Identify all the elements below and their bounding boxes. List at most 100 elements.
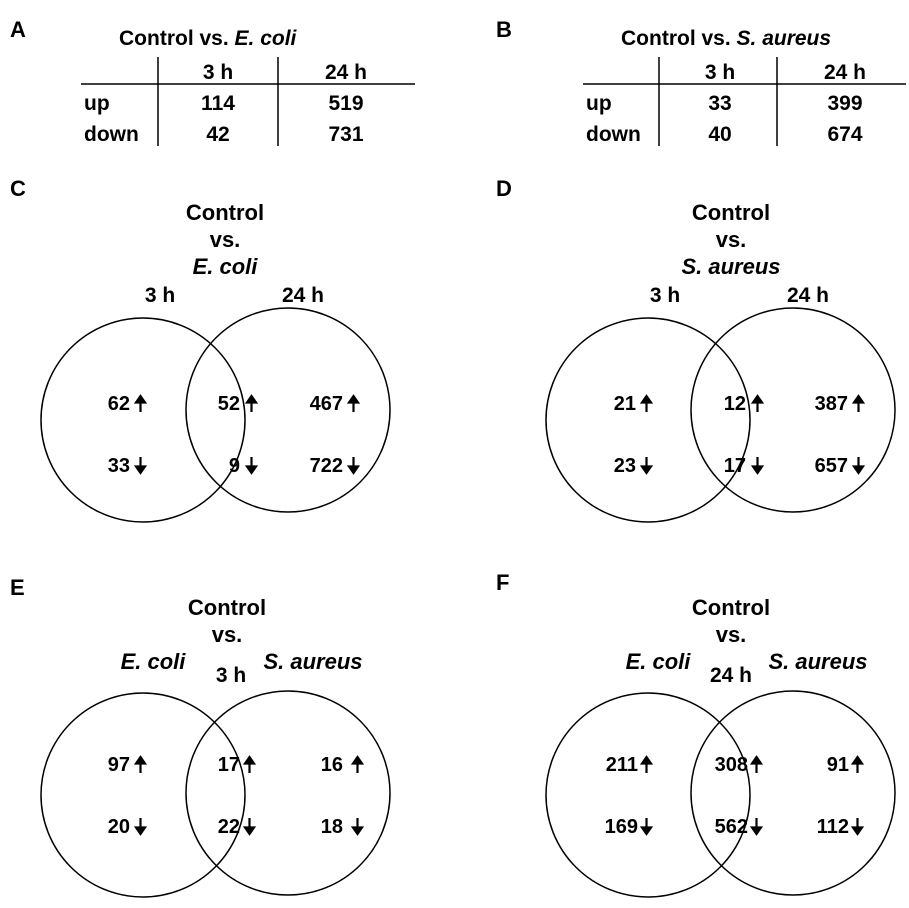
venn-title-line-2: vs. <box>212 622 243 647</box>
title-species: S. aureus <box>737 27 832 50</box>
row-label-up: up <box>84 92 110 115</box>
count-left-up: 97 <box>108 754 130 776</box>
up-arrow-icon <box>244 394 259 412</box>
venn-left-circle <box>545 692 751 898</box>
down-arrow-icon <box>639 818 654 836</box>
venn-title-species: E. coli <box>193 254 259 279</box>
count-right-up: 91 <box>827 754 849 776</box>
count-left-up: 21 <box>614 393 636 415</box>
count-right-down: 722 <box>310 455 343 477</box>
up-arrow-icon <box>133 394 148 412</box>
title-prefix: Control vs. <box>621 27 737 50</box>
count-overlap-up: 308 <box>715 754 748 776</box>
panel-letter-d: D <box>496 176 512 201</box>
cell-down-3h: 42 <box>206 123 229 146</box>
venn-title-line-2: vs. <box>716 622 747 647</box>
venn-left-label: 3 h <box>650 284 680 307</box>
panel-d: D Control vs. S. aureus 3 h 24 h 21 23 1… <box>496 176 896 523</box>
count-left-down: 23 <box>614 455 636 477</box>
cell-up-24h: 519 <box>328 92 363 115</box>
up-arrow-icon <box>851 394 866 412</box>
col-header-24h: 24 h <box>824 61 866 84</box>
panel-f: F Control vs. E. coli S. aureus 24 h 211… <box>496 570 896 898</box>
panel-letter-c: C <box>10 176 26 201</box>
panel-e: E Control vs. E. coli S. aureus 3 h 97 2… <box>10 575 391 898</box>
down-arrow-icon <box>242 818 257 836</box>
venn-left-label: E. coli <box>626 649 692 674</box>
count-overlap-down: 22 <box>218 816 240 838</box>
up-arrow-icon <box>749 755 764 773</box>
venn-title-line-1: Control <box>692 595 770 620</box>
count-right-down: 18 <box>321 816 343 838</box>
panel-letter-e: E <box>10 575 25 600</box>
venn-right-label: 24 h <box>282 284 324 307</box>
up-arrow-icon <box>750 394 765 412</box>
venn-right-circle <box>185 307 391 513</box>
down-arrow-icon <box>133 818 148 836</box>
venn-title-species: S. aureus <box>681 254 780 279</box>
cell-up-3h: 33 <box>708 92 731 115</box>
down-arrow-icon <box>750 457 765 475</box>
count-right-up: 387 <box>815 393 848 415</box>
count-overlap-down: 562 <box>715 816 748 838</box>
count-left-down: 20 <box>108 816 130 838</box>
venn-title-line-1: Control <box>186 200 264 225</box>
col-header-3h: 3 h <box>203 61 233 84</box>
panel-c: C Control vs. E. coli 3 h 24 h 62 33 52 … <box>10 176 391 523</box>
panel-a: A Control vs. E. coli 3 h 24 h up 114 51… <box>10 17 415 146</box>
up-arrow-icon <box>639 394 654 412</box>
venn-right-circle <box>690 690 896 896</box>
venn-right-label: S. aureus <box>768 649 867 674</box>
up-arrow-icon <box>133 755 148 773</box>
table-title-b: Control vs. S. aureus <box>621 27 831 50</box>
count-overlap-up: 12 <box>724 393 746 415</box>
count-left-down: 33 <box>108 455 130 477</box>
count-overlap-down: 9 <box>229 455 240 477</box>
venn-center-label: 24 h <box>710 664 752 687</box>
count-left-up: 62 <box>108 393 130 415</box>
venn-right-label: 24 h <box>787 284 829 307</box>
venn-title-line-1: Control <box>188 595 266 620</box>
down-arrow-icon <box>350 818 365 836</box>
panel-letter-a: A <box>10 17 26 42</box>
down-arrow-icon <box>639 457 654 475</box>
cell-down-24h: 674 <box>827 123 862 146</box>
up-arrow-icon <box>850 755 865 773</box>
count-right-down: 657 <box>815 455 848 477</box>
count-right-down: 112 <box>817 816 849 838</box>
cell-down-3h: 40 <box>708 123 731 146</box>
venn-right-circle <box>185 690 391 896</box>
up-arrow-icon <box>242 755 257 773</box>
down-arrow-icon <box>851 457 866 475</box>
title-prefix: Control vs. <box>119 27 235 50</box>
count-overlap-up: 52 <box>218 393 240 415</box>
row-label-down: down <box>84 123 139 146</box>
venn-right-circle <box>690 307 896 513</box>
venn-left-circle <box>40 692 246 898</box>
count-left-down: 169 <box>605 816 638 838</box>
row-label-up: up <box>586 92 612 115</box>
row-label-down: down <box>586 123 641 146</box>
cell-down-24h: 731 <box>328 123 363 146</box>
up-arrow-icon <box>346 394 361 412</box>
cell-up-24h: 399 <box>827 92 862 115</box>
venn-center-label: 3 h <box>216 664 246 687</box>
venn-left-circle <box>40 317 246 523</box>
down-arrow-icon <box>244 457 259 475</box>
venn-title-line-1: Control <box>692 200 770 225</box>
venn-title-line-2: vs. <box>716 227 747 252</box>
count-left-up: 211 <box>606 754 638 776</box>
venn-left-circle <box>545 317 751 523</box>
up-arrow-icon <box>350 755 365 773</box>
col-header-24h: 24 h <box>325 61 367 84</box>
venn-left-label: E. coli <box>121 649 187 674</box>
col-header-3h: 3 h <box>705 61 735 84</box>
down-arrow-icon <box>133 457 148 475</box>
title-species: E. coli <box>235 27 298 50</box>
table-title-a: Control vs. E. coli <box>119 27 298 50</box>
count-right-up: 16 <box>321 754 343 776</box>
venn-right-label: S. aureus <box>263 649 362 674</box>
panel-letter-f: F <box>496 570 509 595</box>
